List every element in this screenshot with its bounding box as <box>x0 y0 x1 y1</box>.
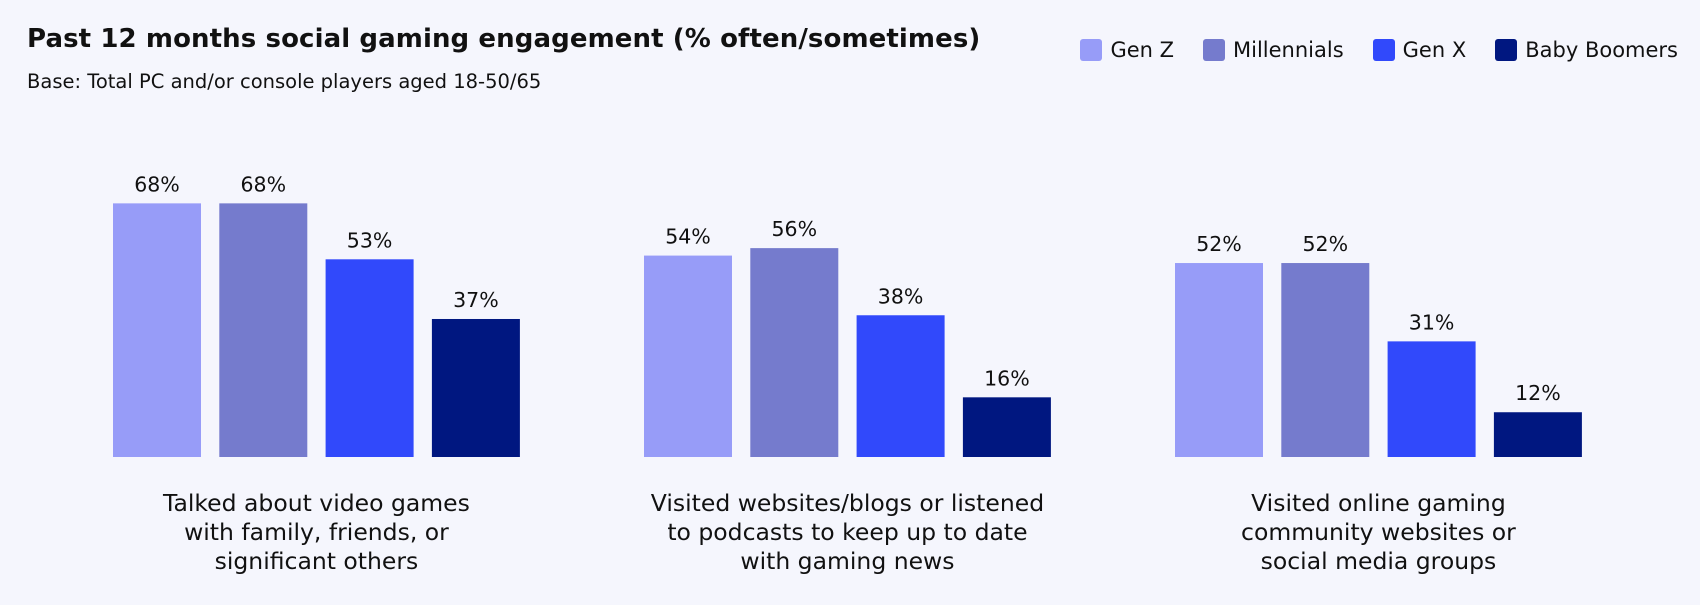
chart-subtitle: Base: Total PC and/or console players ag… <box>27 70 542 93</box>
category-label-1-line2: with family, friends, or <box>184 518 449 546</box>
category-label-1-line3: significant others <box>215 547 419 575</box>
data-label-millennials-cat1: 68% <box>241 172 287 196</box>
legend-item-millennials: Millennials <box>1203 38 1344 62</box>
data-label-baby-boomers-cat2: 16% <box>984 366 1030 390</box>
legend-swatch-millennials <box>1203 39 1226 61</box>
data-label-gen-x-cat1: 53% <box>347 228 393 252</box>
data-label-gen-z-cat3: 52% <box>1196 232 1242 256</box>
bar-gen-z-cat1 <box>113 203 201 457</box>
legend-label-gen-z: Gen Z <box>1110 38 1175 62</box>
data-label-millennials-cat2: 56% <box>772 217 818 241</box>
bar-millennials-cat2 <box>750 248 839 457</box>
category-label-3-line3: social media groups <box>1261 547 1497 575</box>
bar-baby-boomers-cat2 <box>962 397 1051 457</box>
legend: Gen Z Millennials Gen X Baby Boomers <box>1080 38 1678 62</box>
data-label-gen-z-cat2: 54% <box>665 225 711 249</box>
legend-label-baby-boomers: Baby Boomers <box>1525 38 1678 62</box>
legend-item-gen-x: Gen X <box>1372 38 1467 62</box>
legend-swatch-gen-x <box>1372 39 1395 61</box>
bar-baby-boomers-cat1 <box>431 318 520 457</box>
category-label-2-line2: to podcasts to keep up to date <box>667 518 1027 546</box>
chart-title: Past 12 months social gaming engagement … <box>27 24 981 54</box>
category-label-3-line2: community websites or <box>1241 518 1516 546</box>
data-label-millennials-cat3: 52% <box>1303 232 1349 256</box>
bar-millennials-cat1 <box>219 203 308 457</box>
legend-item-baby-boomers: Baby Boomers <box>1495 38 1678 62</box>
bar-baby-boomers-cat3 <box>1493 412 1582 457</box>
category-label-2-line3: with gaming news <box>740 547 954 575</box>
legend-swatch-gen-z <box>1080 39 1103 61</box>
bar-gen-x-cat2 <box>856 315 945 457</box>
legend-item-gen-z: Gen Z <box>1080 38 1174 62</box>
legend-label-gen-x: Gen X <box>1402 38 1467 62</box>
bar-gen-z-cat2 <box>644 255 732 457</box>
bar-gen-x-cat3 <box>1387 341 1476 457</box>
data-label-gen-x-cat3: 31% <box>1409 310 1455 334</box>
bar-gen-x-cat1 <box>325 259 414 457</box>
data-label-gen-z-cat1: 68% <box>134 172 180 196</box>
legend-swatch-baby-boomers <box>1495 39 1518 61</box>
category-label-2-line1: Visited websites/blogs or listened <box>651 489 1044 517</box>
bar-millennials-cat3 <box>1281 263 1370 457</box>
category-label-3-line1: Visited online gaming <box>1251 489 1506 517</box>
legend-label-millennials: Millennials <box>1233 38 1344 62</box>
data-label-baby-boomers-cat3: 12% <box>1515 381 1561 405</box>
data-label-baby-boomers-cat1: 37% <box>453 288 499 312</box>
category-label-1-line1: Talked about video games <box>162 489 470 517</box>
data-label-gen-x-cat2: 38% <box>878 284 924 308</box>
bar-gen-z-cat3 <box>1175 263 1263 457</box>
